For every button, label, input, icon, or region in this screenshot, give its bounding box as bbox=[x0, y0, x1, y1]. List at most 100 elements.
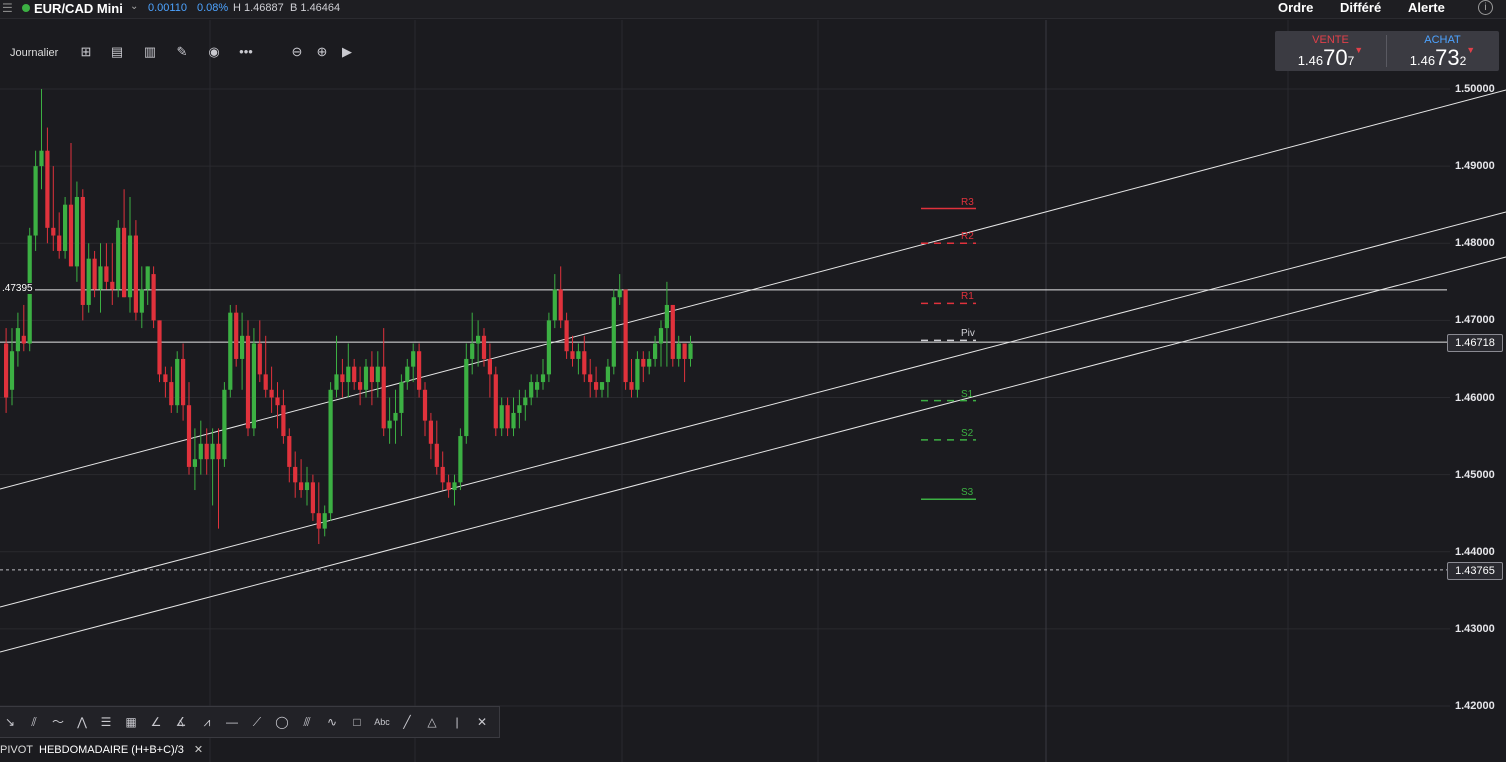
indicators-icon[interactable]: ▥ bbox=[143, 44, 157, 59]
candle-down bbox=[381, 366, 386, 429]
candle-up bbox=[452, 482, 457, 491]
buy-button[interactable]: ACHAT 1.46732▼ bbox=[1387, 31, 1498, 71]
candle-up bbox=[476, 335, 481, 344]
more-icon[interactable]: ••• bbox=[239, 44, 253, 59]
gann-grid-icon[interactable]: ▦ bbox=[125, 715, 137, 729]
wave-icon[interactable]: ⩘ bbox=[203, 715, 211, 729]
candle-down bbox=[481, 335, 487, 359]
sell-price: 1.46707▼ bbox=[1297, 45, 1364, 70]
y-tick-label: 1.48000 bbox=[1455, 237, 1495, 250]
candle-up bbox=[658, 328, 664, 344]
alert-button[interactable]: Alerte bbox=[1408, 0, 1445, 15]
order-button[interactable]: Ordre bbox=[1278, 0, 1314, 15]
vertical-line-icon[interactable]: | bbox=[455, 715, 459, 729]
eye-icon[interactable]: ◉ bbox=[208, 44, 220, 59]
trend-line-icon[interactable]: 〜 bbox=[51, 715, 64, 729]
text-icon[interactable]: Abc bbox=[374, 717, 390, 727]
candle-down bbox=[434, 443, 439, 467]
candle-down bbox=[623, 289, 628, 383]
candle-down bbox=[358, 382, 363, 390]
rectangle-icon[interactable]: □ bbox=[353, 715, 361, 729]
candle-up bbox=[517, 405, 522, 413]
ruler-icon[interactable]: ⟋ bbox=[252, 715, 262, 729]
candle-up bbox=[74, 196, 79, 267]
triangle-icon[interactable]: △ bbox=[427, 715, 437, 729]
angle-icon[interactable]: ∡ bbox=[175, 715, 187, 729]
horizontal-line-icon[interactable]: — bbox=[226, 715, 238, 729]
drawing-toolbar: ↘ ⫽ 〜 ⋀ ☰ ▦ ∠ ∡ ⩘ — ⟋ ◯ ⫻ ∿ □ Abc ╱ △ | … bbox=[0, 706, 500, 738]
pivot-label-s1: S1 bbox=[961, 388, 974, 400]
candle-up bbox=[139, 289, 144, 313]
candle-up bbox=[9, 351, 15, 390]
candle-down bbox=[169, 382, 174, 406]
candle-up bbox=[511, 412, 516, 429]
menu-icon[interactable]: ☰ bbox=[2, 1, 13, 15]
arrow-tool-icon[interactable]: ↘ bbox=[4, 715, 16, 729]
candle-down bbox=[92, 258, 97, 290]
layout-icon[interactable]: ▤ bbox=[110, 44, 124, 59]
timeframe-selector[interactable]: Journalier bbox=[10, 47, 59, 59]
candle-down bbox=[68, 204, 74, 267]
candle-down bbox=[110, 281, 115, 290]
high-value: H 1.46887 bbox=[233, 2, 284, 14]
candle-up bbox=[86, 258, 91, 305]
instrument-symbol[interactable]: EUR/CAD Mini bbox=[34, 1, 123, 16]
close-icon[interactable]: ✕ bbox=[476, 715, 488, 729]
candle-down bbox=[316, 513, 321, 529]
y-tick-label: 1.45000 bbox=[1455, 468, 1495, 481]
pivot-label-r2: R2 bbox=[961, 231, 974, 243]
go-last-icon[interactable]: ▶ bbox=[342, 44, 352, 59]
pitchfork-icon[interactable]: ⋀ bbox=[77, 715, 87, 729]
deferred-button[interactable]: Différé bbox=[1340, 0, 1382, 15]
candle-up bbox=[535, 382, 540, 390]
candle-down bbox=[340, 374, 345, 383]
candle-up bbox=[39, 150, 44, 167]
candle-up bbox=[98, 266, 103, 290]
info-icon[interactable]: i bbox=[1478, 0, 1493, 15]
candle-down bbox=[417, 351, 422, 390]
remove-indicator-icon[interactable]: ✕ bbox=[193, 744, 204, 756]
sell-button[interactable]: VENTE 1.46707▼ bbox=[1275, 31, 1386, 71]
candle-up bbox=[599, 382, 605, 390]
candle-down bbox=[104, 266, 109, 282]
channel-line bbox=[0, 256, 1506, 653]
candles bbox=[4, 89, 693, 545]
candle-up bbox=[529, 382, 534, 398]
line-icon[interactable]: ╱ bbox=[403, 715, 411, 729]
chevron-down-icon[interactable]: ⌄ bbox=[130, 1, 139, 12]
zoom-out-icon[interactable]: ⊖ bbox=[291, 44, 303, 59]
marked-price-tag: 1.43765 bbox=[1447, 562, 1503, 580]
parallel-lines-icon[interactable]: ⫽ bbox=[31, 715, 37, 729]
candle-up bbox=[617, 289, 622, 298]
candle-down bbox=[257, 343, 262, 375]
gann-icon[interactable]: ⫻ bbox=[303, 715, 311, 729]
candle-down bbox=[234, 312, 239, 359]
candle-down bbox=[558, 289, 563, 321]
candles-icon[interactable]: ⊞ bbox=[80, 44, 92, 59]
zoom-in-icon[interactable]: ⊕ bbox=[316, 44, 328, 59]
candle-up bbox=[546, 320, 551, 375]
candle-down bbox=[564, 320, 569, 352]
horizontal-lines bbox=[0, 289, 1447, 571]
candle-down bbox=[299, 482, 304, 491]
path-icon[interactable]: ∿ bbox=[326, 715, 338, 729]
circle-icon[interactable]: ◯ bbox=[275, 715, 289, 729]
fan-icon[interactable]: ∠ bbox=[150, 715, 162, 729]
buy-price: 1.46732▼ bbox=[1409, 45, 1476, 70]
candle-up bbox=[387, 420, 392, 429]
legend-name[interactable]: HEBDOMADAIRE (H+B+C)/3 bbox=[39, 744, 184, 756]
quote-separator bbox=[1386, 35, 1387, 67]
candle-up bbox=[228, 312, 233, 390]
candle-down bbox=[163, 374, 168, 383]
candle-up bbox=[210, 443, 215, 460]
candle-up bbox=[375, 366, 380, 383]
candle-up bbox=[540, 374, 546, 383]
candle-down bbox=[21, 335, 26, 344]
candle-down bbox=[186, 405, 192, 467]
candle-down bbox=[269, 389, 274, 398]
candle-up bbox=[653, 343, 658, 359]
candle-up bbox=[523, 397, 528, 406]
fibonacci-icon[interactable]: ☰ bbox=[100, 715, 112, 729]
pencil-icon[interactable]: ✎ bbox=[176, 44, 188, 59]
